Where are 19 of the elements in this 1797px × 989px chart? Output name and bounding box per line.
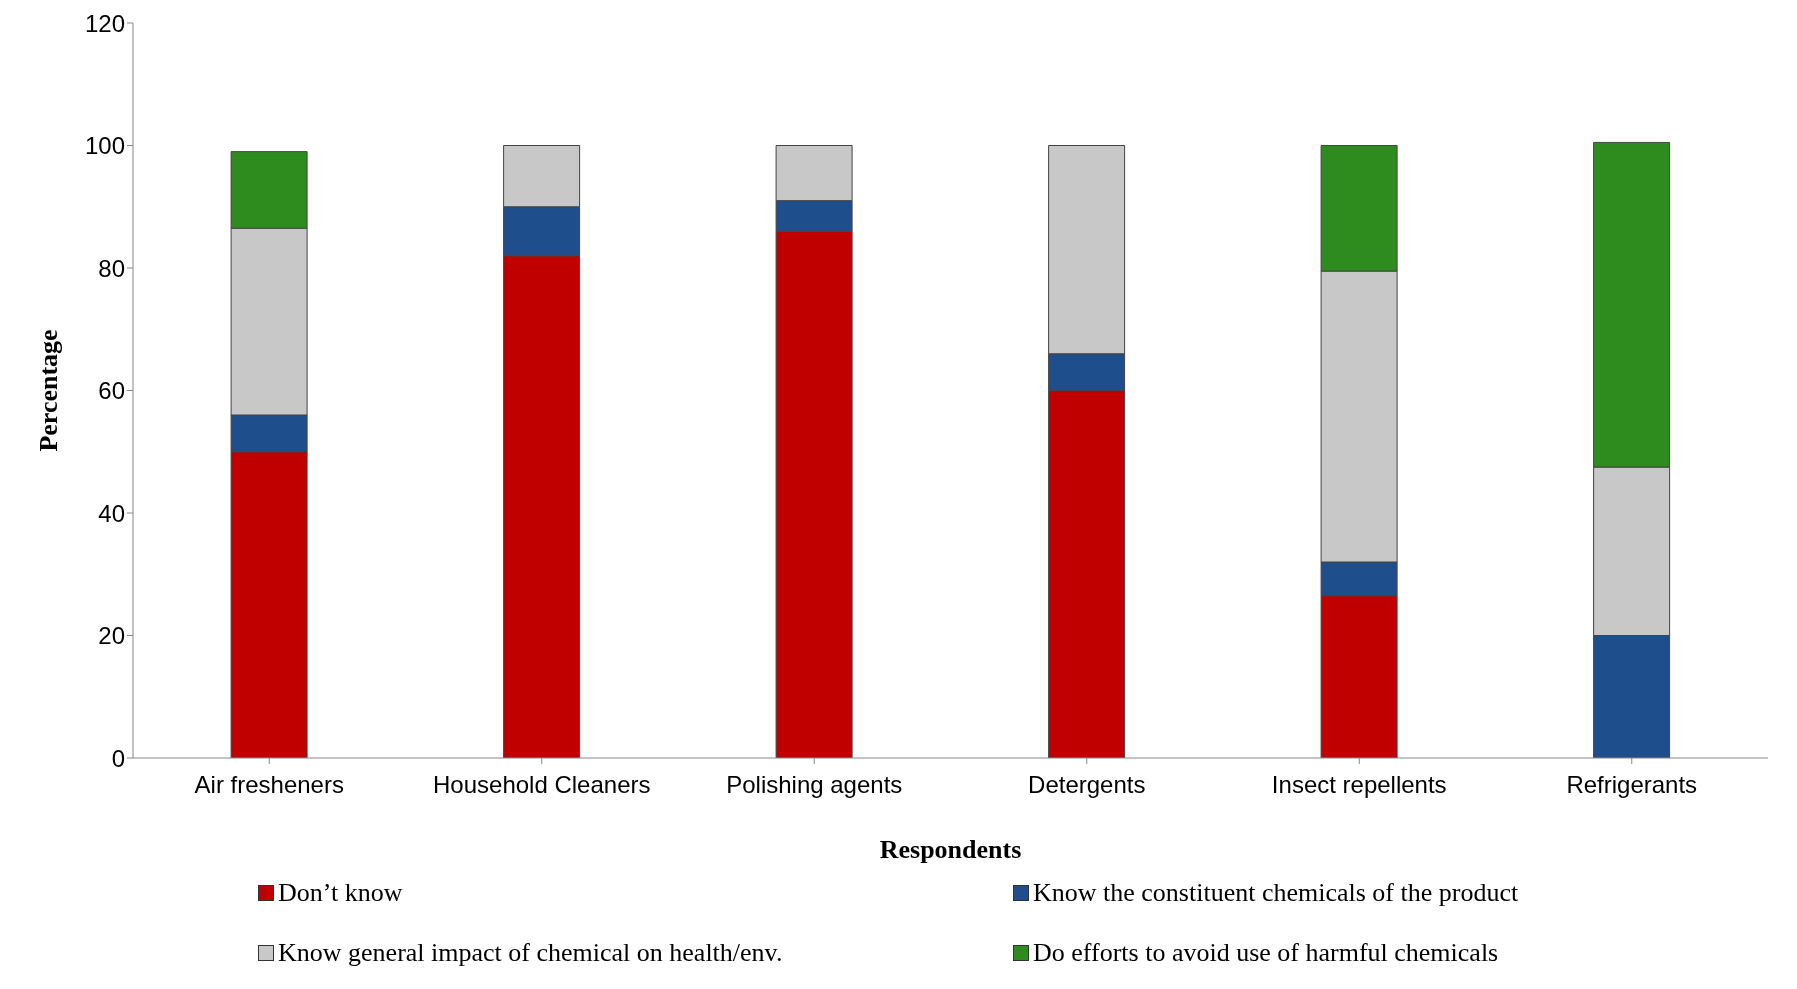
y-tick-label: 80 [98,254,125,282]
y-tick-label: 120 [84,9,125,37]
y-tick-label: 40 [98,499,125,527]
x-tick-label: Air fresheners [194,771,344,799]
x-tick-label: Insect repellents [1271,771,1447,799]
x-tick-label: Detergents [1028,771,1146,799]
x-tick-label: Refrigerants [1566,771,1698,799]
x-tick-label: Household Cleaners [433,771,651,799]
x-axis-title: Respondents [879,835,1022,864]
y-tick-label: 100 [84,132,125,160]
y-tick-label: 20 [98,622,125,650]
y-tick-label: 0 [111,744,125,772]
legend-label: Don’t know [278,878,403,908]
y-axis-title: Percentage [34,329,64,452]
legend-label: Know general impact of chemical on health/env. [278,938,783,968]
y-tick-label: 60 [98,377,125,405]
x-tick-label: Polishing agents [726,771,903,799]
legend-label: Know the constituent chemicals of the product [1033,878,1519,908]
legend-label: Do efforts to avoid use of harmful chemicals [1033,938,1499,968]
